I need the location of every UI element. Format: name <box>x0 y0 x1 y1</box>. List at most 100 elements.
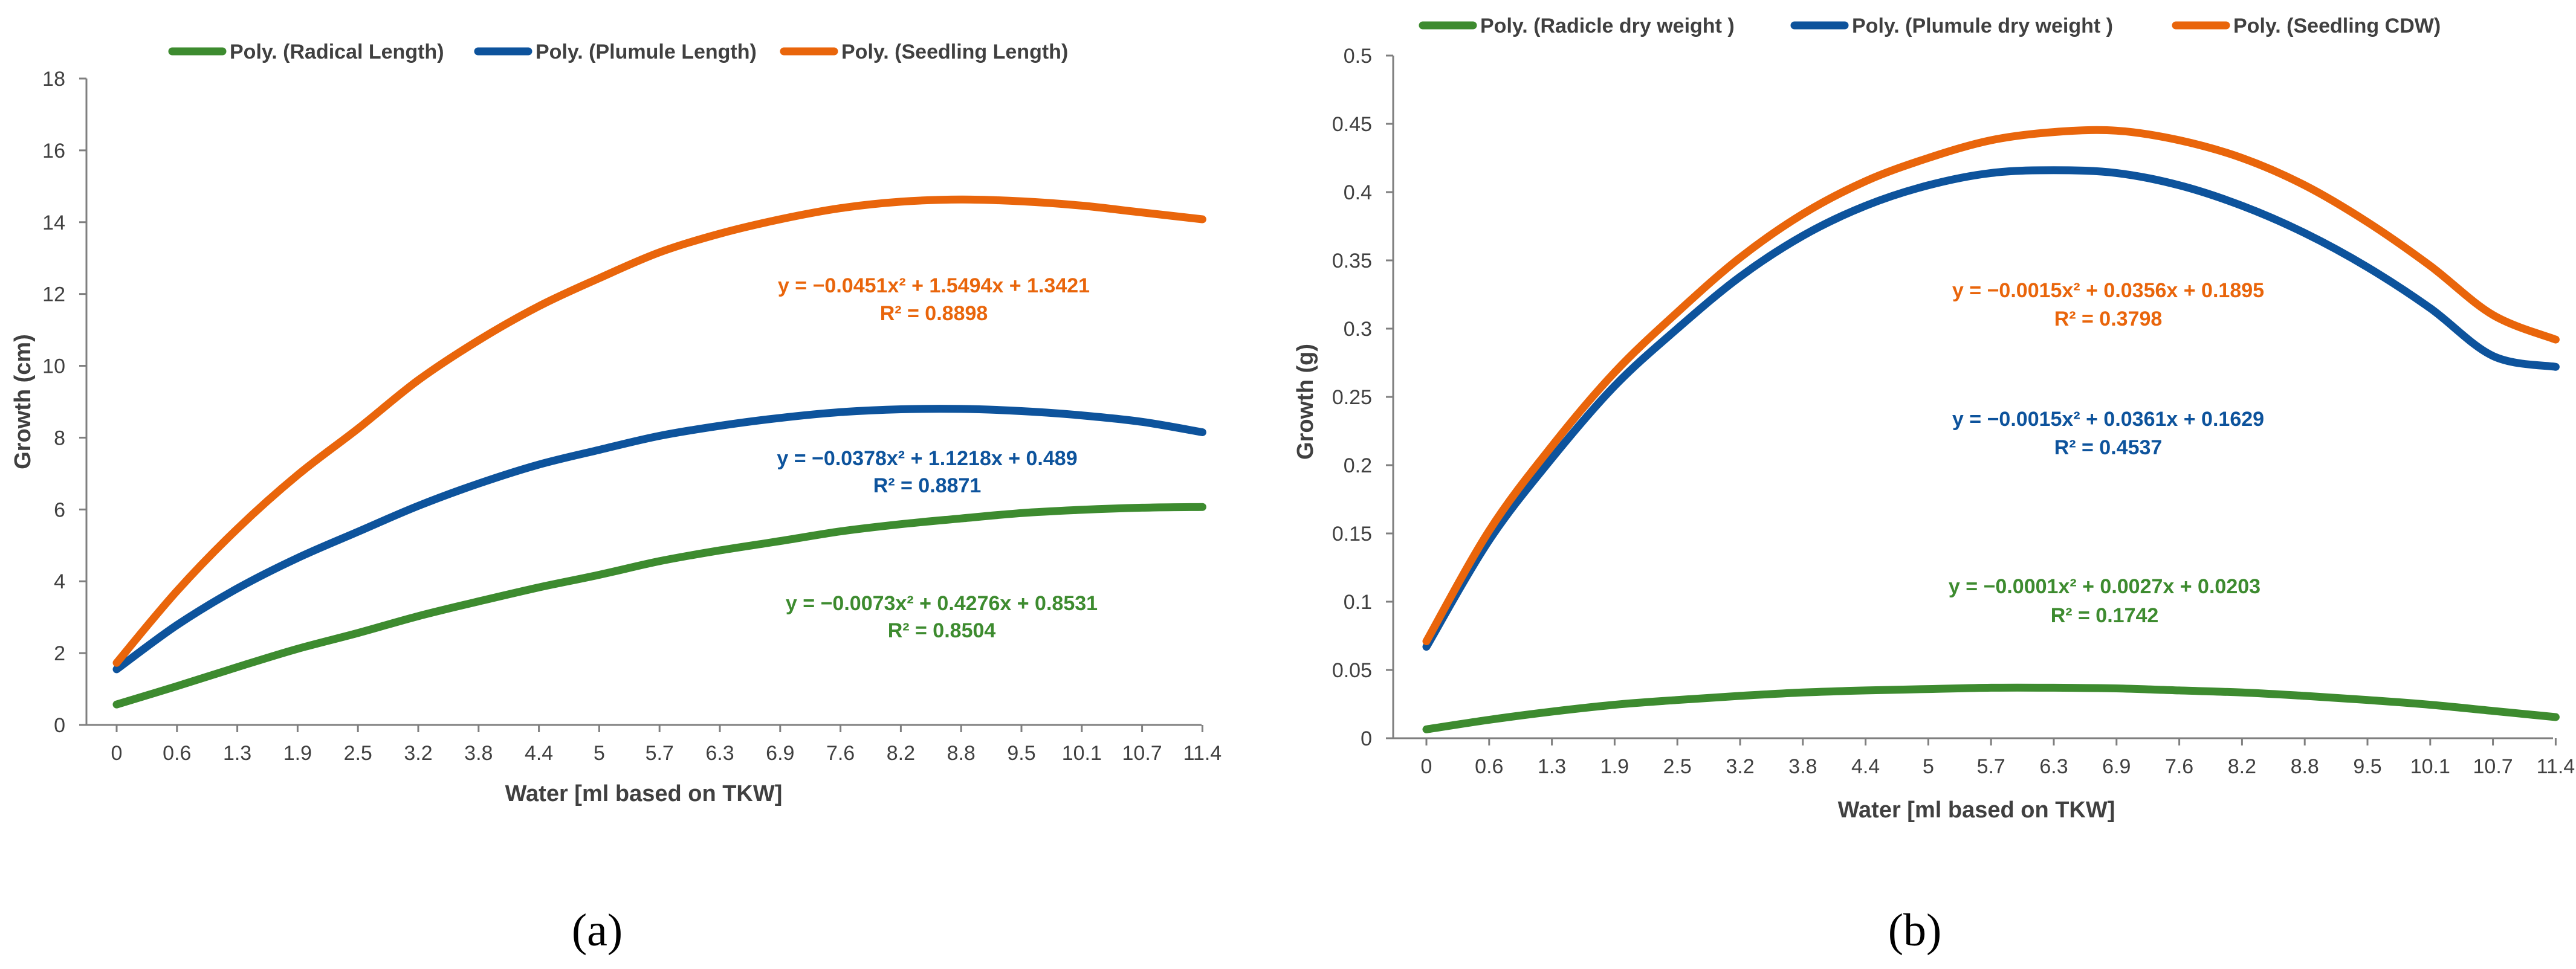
series-line-poly-seedling-cdw <box>1422 126 2560 645</box>
x-tick-label: 5 <box>1923 755 1934 778</box>
r2-seedling-length: R² = 0.8898 <box>880 302 988 325</box>
x-tick-label: 11.4 <box>2537 755 2575 778</box>
series-line-poly-seedling-length <box>112 195 1206 667</box>
y-tick-label: 12 <box>42 283 65 306</box>
legend-label-plumule-dry-weight: Poly. (Plumule dry weight ) <box>1852 14 2113 37</box>
x-tick-label: 0 <box>1421 755 1432 778</box>
series-line-poly-radicle-dry-weight <box>1422 683 2560 733</box>
x-tick-labels-b: 0 0.6 1.3 1.9 2.5 3.2 3.8 4.4 5 5.7 6.3 6.9 7.6 8.2 8.… <box>1421 738 2575 778</box>
r2-radicle-dry-weight: R² = 0.1742 <box>2051 604 2159 627</box>
panel-label-b: (b) <box>1888 905 1942 956</box>
y-tick-labels-a: 0 2 4 6 8 10 12 14 16 18 <box>42 68 86 737</box>
equation-seedling-length: y = −0.0451x² + 1.5494x + 1.3421 <box>778 274 1090 297</box>
legend-b: Poly. (Radicle dry weight ) Poly. (Plumu… <box>1419 14 2441 37</box>
x-tick-label: 1.9 <box>283 742 312 765</box>
x-tick-label: 10.1 <box>1062 742 1102 765</box>
x-tick-labels-a: 0 0.6 1.3 1.9 2.5 3.2 3.8 4.4 5 5.7 6.3 6.9 7.6 8.2 8.… <box>111 725 1222 765</box>
x-tick-label: 5.7 <box>646 742 674 765</box>
y-tick-label: 14 <box>42 211 65 234</box>
equation-plumule-dry-weight: y = −0.0015x² + 0.0361x + 0.1629 <box>1952 408 2264 431</box>
legend-label-radicle-dry-weight: Poly. (Radicle dry weight ) <box>1480 14 1735 37</box>
legend-label-seedling-length: Poly. (Seedling Length) <box>841 40 1068 63</box>
equation-radical-length: y = −0.0073x² + 0.4276x + 0.8531 <box>786 592 1098 615</box>
x-tick-label: 3.8 <box>1788 755 1817 778</box>
y-tick-label: 0.3 <box>1344 318 1372 341</box>
x-axis-title-a: Water [ml based on TKW] <box>505 781 783 806</box>
y-tick-label: 0 <box>54 714 65 737</box>
r2-radical-length: R² = 0.8504 <box>888 619 996 642</box>
chart-panel-b: Poly. (Radicle dry weight ) Poly. (Plumu… <box>1293 14 2575 956</box>
x-tick-label: 6.9 <box>766 742 794 765</box>
x-tick-label: 2.5 <box>1663 755 1692 778</box>
y-tick-label: 6 <box>54 498 65 521</box>
x-tick-label: 8.8 <box>947 742 976 765</box>
y-tick-label: 0.05 <box>1332 659 1372 682</box>
x-tick-label: 6.3 <box>705 742 734 765</box>
x-tick-label: 8.8 <box>2291 755 2319 778</box>
legend-label-plumule-length: Poly. (Plumule Length) <box>536 40 757 63</box>
x-tick-label: 5.7 <box>1977 755 2005 778</box>
legend-label-seedling-cdw: Poly. (Seedling CDW) <box>2233 14 2441 37</box>
panel-label-a: (a) <box>572 905 623 956</box>
chart-panel-a: Poly. (Radical Length) Poly. (Plumule Le… <box>10 40 1222 956</box>
x-tick-label: 7.6 <box>826 742 855 765</box>
y-tick-label: 0.45 <box>1332 113 1372 136</box>
y-tick-label: 0.15 <box>1332 523 1372 546</box>
x-tick-label: 2.5 <box>344 742 372 765</box>
y-tick-label: 0.35 <box>1332 249 1372 272</box>
x-tick-label: 8.2 <box>2228 755 2256 778</box>
r2-seedling-cdw: R² = 0.3798 <box>2054 307 2163 330</box>
x-tick-label: 0 <box>111 742 123 765</box>
r2-plumule-dry-weight: R² = 0.4537 <box>2054 436 2163 459</box>
y-tick-labels-b: 0 0.05 0.1 0.15 0.2 0.25 0.3 0.35 0.4 0.45 0.5 <box>1332 45 1393 750</box>
x-tick-label: 10.1 <box>2410 755 2450 778</box>
x-tick-label: 9.5 <box>2353 755 2381 778</box>
x-tick-label: 1.3 <box>1538 755 1566 778</box>
x-tick-label: 0.6 <box>1475 755 1503 778</box>
x-tick-label: 6.3 <box>2039 755 2068 778</box>
y-tick-label: 18 <box>42 68 65 91</box>
y-tick-label: 10 <box>42 355 65 378</box>
y-tick-label: 0.5 <box>1344 45 1372 68</box>
series-lines-a <box>112 195 1206 709</box>
x-tick-label: 8.2 <box>887 742 915 765</box>
x-tick-label: 7.6 <box>2165 755 2193 778</box>
x-axis-title-b: Water [ml based on TKW] <box>1838 797 2115 823</box>
legend-label-radical-length: Poly. (Radical Length) <box>230 40 444 63</box>
x-tick-label: 10.7 <box>1122 742 1162 765</box>
equation-seedling-cdw: y = −0.0015x² + 0.0356x + 0.1895 <box>1952 279 2264 302</box>
y-tick-label: 0.4 <box>1344 181 1372 204</box>
series-line-poly-plumule-length <box>112 405 1206 674</box>
series-line-poly-radical-length <box>112 503 1206 709</box>
x-tick-label: 3.2 <box>1726 755 1754 778</box>
x-tick-label: 4.4 <box>525 742 553 765</box>
y-axis-title-b: Growth (g) <box>1293 344 1318 460</box>
equation-plumule-length: y = −0.0378x² + 1.1218x + 0.489 <box>777 447 1077 470</box>
y-tick-label: 16 <box>42 140 65 163</box>
y-tick-label: 0.2 <box>1344 454 1372 477</box>
legend-a: Poly. (Radical Length) Poly. (Plumule Le… <box>168 40 1068 63</box>
r2-plumule-length: R² = 0.8871 <box>873 474 982 497</box>
y-tick-label: 8 <box>54 427 65 449</box>
x-tick-label: 1.3 <box>223 742 251 765</box>
x-tick-label: 3.8 <box>464 742 493 765</box>
series-lines-b <box>1422 126 2560 733</box>
x-tick-label: 9.5 <box>1007 742 1035 765</box>
x-tick-label: 0.6 <box>163 742 191 765</box>
y-tick-label: 2 <box>54 642 65 665</box>
y-axis-title-a: Growth (cm) <box>10 334 36 469</box>
y-tick-label: 0 <box>1361 727 1372 750</box>
x-tick-label: 5 <box>594 742 605 765</box>
x-tick-label: 11.4 <box>1183 742 1222 765</box>
y-tick-label: 0.25 <box>1332 386 1372 409</box>
y-tick-label: 4 <box>54 570 65 593</box>
series-line-poly-plumule-dry-weight <box>1422 166 2560 651</box>
equation-radicle-dry-weight: y = −0.0001x² + 0.0027x + 0.0203 <box>1949 575 2260 598</box>
x-tick-label: 10.7 <box>2473 755 2513 778</box>
x-tick-label: 1.9 <box>1600 755 1629 778</box>
x-tick-label: 4.4 <box>1851 755 1880 778</box>
x-tick-label: 6.9 <box>2102 755 2131 778</box>
y-tick-label: 0.1 <box>1344 591 1372 614</box>
x-tick-label: 3.2 <box>404 742 432 765</box>
